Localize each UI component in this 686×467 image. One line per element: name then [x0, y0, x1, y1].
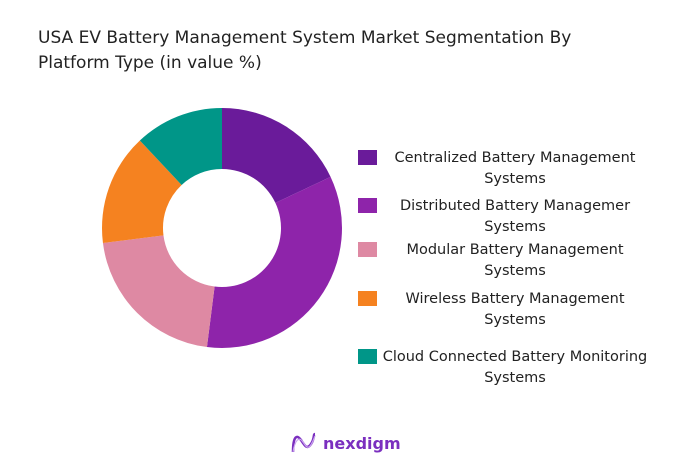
legend-label: Centralized Battery Management Systems [394, 150, 636, 187]
legend-label: Cloud Connected Battery Monitoring Syste… [382, 349, 648, 386]
logo-icon [291, 432, 316, 453]
legend-swatch [358, 242, 377, 257]
logo-text: nexdigm [323, 433, 401, 453]
donut-slice-2 [102, 235, 215, 348]
legend-item: Distributed Battery Managemer Systems [358, 196, 658, 238]
legend-label: Distributed Battery Managemer Systems [399, 198, 631, 235]
legend-swatch [358, 150, 377, 165]
legend-swatch [358, 198, 377, 213]
legend-label: Modular Battery Management Systems [406, 242, 624, 279]
donut-slice-4 [139, 108, 222, 185]
donut-slice-3 [102, 140, 182, 244]
nexdigm-logo: nexdigm [291, 432, 401, 454]
donut-slice-0 [222, 108, 331, 203]
legend-item: Cloud Connected Battery Monitoring Syste… [358, 347, 658, 389]
legend-swatch [358, 291, 377, 306]
chart-title: USA EV Battery Management System Market … [38, 28, 572, 73]
legend-item: Wireless Battery Management Systems [358, 289, 658, 331]
legend-item: Modular Battery Management Systems [358, 240, 658, 282]
legend-swatch [358, 349, 377, 364]
legend-label: Wireless Battery Management Systems [405, 291, 625, 328]
donut-slice-1 [206, 176, 343, 349]
legend-item: Centralized Battery Management Systems [358, 148, 658, 190]
